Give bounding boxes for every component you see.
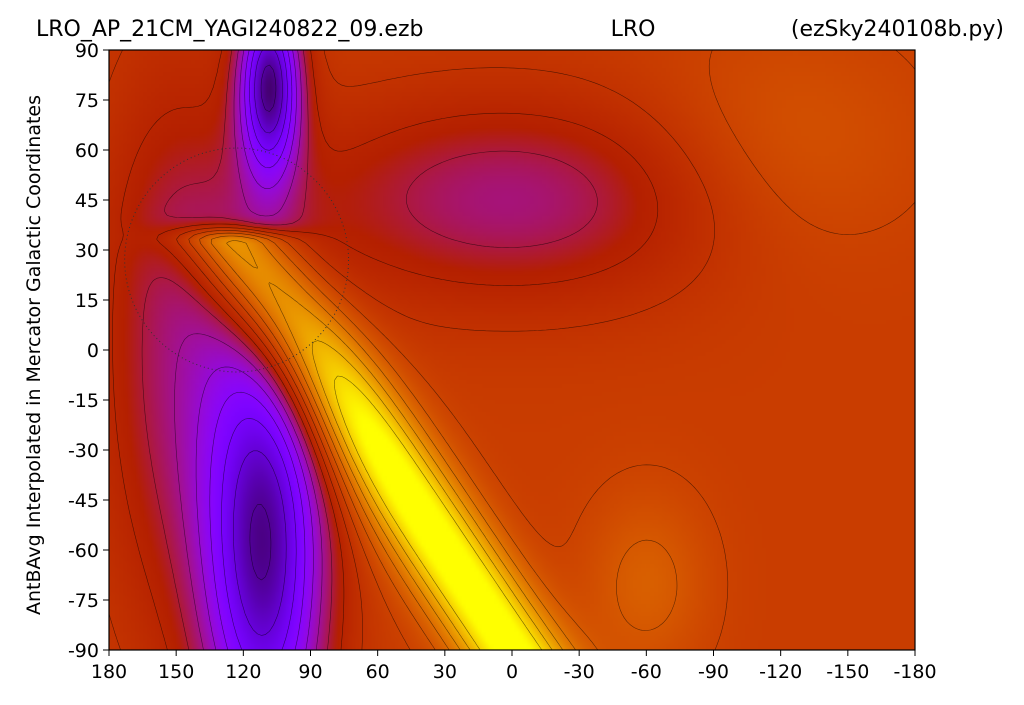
x-tick-label: 120 bbox=[225, 661, 261, 683]
y-tick-label: 45 bbox=[75, 190, 99, 212]
x-axis: 180 150 120 90 60 30 0 -30 -60 -90 -120 -150 -180 bbox=[91, 650, 937, 683]
y-tick-label: 30 bbox=[75, 240, 99, 262]
contour-line bbox=[195, 50, 314, 650]
y-axis: 90 75 60 45 30 15 0 -15 -30 -45 -60 -75 -90 bbox=[68, 40, 109, 662]
x-tick-label: 0 bbox=[506, 661, 518, 683]
x-tick-label: 90 bbox=[298, 661, 322, 683]
overlay-circle bbox=[124, 147, 350, 373]
x-tick-label: -120 bbox=[759, 661, 802, 683]
plot-area bbox=[109, 50, 915, 650]
contour-line bbox=[199, 232, 678, 650]
contour-line bbox=[249, 64, 277, 581]
y-tick-label: 0 bbox=[87, 340, 99, 362]
y-tick-label: 15 bbox=[75, 290, 99, 312]
x-tick-label: -90 bbox=[698, 661, 729, 683]
x-tick-label: 30 bbox=[433, 661, 457, 683]
y-tick-label: -60 bbox=[68, 540, 99, 562]
contour-line bbox=[210, 235, 576, 650]
y-tick-label: -45 bbox=[68, 490, 99, 512]
contour-line bbox=[226, 240, 564, 650]
y-tick-label: 90 bbox=[75, 40, 99, 62]
y-tick-label: -30 bbox=[68, 440, 99, 462]
y-tick-label: -90 bbox=[68, 640, 99, 662]
contour-line bbox=[311, 340, 553, 650]
contour-line bbox=[188, 50, 915, 650]
y-tick-label: 75 bbox=[75, 90, 99, 112]
contour-line bbox=[334, 375, 543, 650]
chart-title-center: LRO bbox=[611, 17, 656, 42]
chart-title-right: (ezSky240108b.py) bbox=[791, 17, 1004, 42]
x-tick-label: 180 bbox=[91, 661, 127, 683]
contour-line bbox=[174, 50, 323, 650]
contour-line bbox=[209, 50, 306, 650]
contour-line bbox=[141, 50, 598, 650]
contour-line bbox=[233, 50, 287, 636]
x-tick-label: -60 bbox=[631, 661, 662, 683]
x-tick-label: -30 bbox=[564, 661, 595, 683]
contour-line bbox=[109, 50, 715, 650]
y-tick-label: -75 bbox=[68, 590, 99, 612]
y-tick-label: 60 bbox=[75, 140, 99, 162]
contour-line bbox=[221, 50, 297, 650]
x-tick-label: -150 bbox=[826, 661, 869, 683]
contour-lines bbox=[109, 50, 915, 650]
heatmap-image bbox=[109, 50, 915, 650]
x-tick-label: -180 bbox=[893, 661, 936, 683]
y-tick-label: -15 bbox=[68, 390, 99, 412]
x-tick-label: 60 bbox=[366, 661, 390, 683]
chart-title-left: LRO_AP_21CM_YAGI240822_09.ezb bbox=[36, 17, 423, 42]
y-axis-label: AntBAvg Interpolated in Mercator Galacti… bbox=[23, 95, 45, 615]
x-tick-label: 150 bbox=[158, 661, 194, 683]
contour-line bbox=[112, 50, 659, 650]
